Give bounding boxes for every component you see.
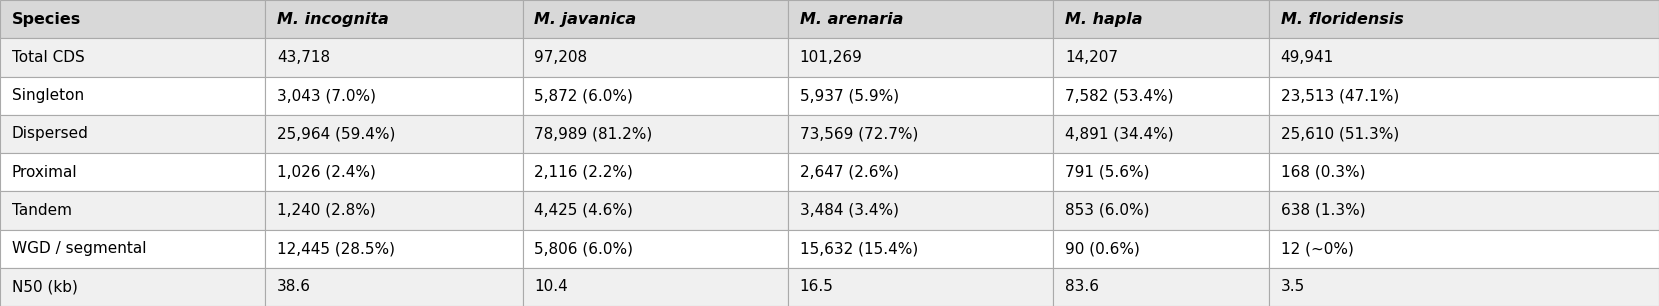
Text: 4,891 (34.4%): 4,891 (34.4%) xyxy=(1065,126,1173,141)
Bar xyxy=(265,191,523,230)
Bar xyxy=(1269,191,1659,230)
Bar xyxy=(1053,268,1269,306)
Bar xyxy=(788,153,1053,191)
Text: 12 (~0%): 12 (~0%) xyxy=(1281,241,1354,256)
Text: N50 (kb): N50 (kb) xyxy=(12,279,78,294)
Text: WGD / segmental: WGD / segmental xyxy=(12,241,146,256)
Bar xyxy=(523,38,788,76)
Text: M. incognita: M. incognita xyxy=(277,12,388,27)
Text: Tandem: Tandem xyxy=(12,203,71,218)
Text: 10.4: 10.4 xyxy=(534,279,567,294)
Text: 1,026 (2.4%): 1,026 (2.4%) xyxy=(277,165,377,180)
Text: 7,582 (53.4%): 7,582 (53.4%) xyxy=(1065,88,1173,103)
Text: M. floridensis: M. floridensis xyxy=(1281,12,1404,27)
Text: Species: Species xyxy=(12,12,81,27)
Text: 49,941: 49,941 xyxy=(1281,50,1334,65)
Bar xyxy=(0,0,265,38)
Text: 4,425 (4.6%): 4,425 (4.6%) xyxy=(534,203,634,218)
Text: 25,610 (51.3%): 25,610 (51.3%) xyxy=(1281,126,1399,141)
Text: M. arenaria: M. arenaria xyxy=(800,12,902,27)
Bar xyxy=(265,76,523,115)
Bar xyxy=(788,115,1053,153)
Text: 5,872 (6.0%): 5,872 (6.0%) xyxy=(534,88,634,103)
Bar xyxy=(1053,76,1269,115)
Bar xyxy=(1053,191,1269,230)
Bar xyxy=(0,115,265,153)
Bar xyxy=(265,38,523,76)
Bar xyxy=(1053,230,1269,268)
Text: 15,632 (15.4%): 15,632 (15.4%) xyxy=(800,241,917,256)
Text: 83.6: 83.6 xyxy=(1065,279,1098,294)
Bar xyxy=(523,191,788,230)
Bar xyxy=(523,153,788,191)
Bar xyxy=(1269,76,1659,115)
Text: 5,937 (5.9%): 5,937 (5.9%) xyxy=(800,88,899,103)
Text: 2,647 (2.6%): 2,647 (2.6%) xyxy=(800,165,899,180)
Text: 12,445 (28.5%): 12,445 (28.5%) xyxy=(277,241,395,256)
Bar xyxy=(265,230,523,268)
Bar xyxy=(788,191,1053,230)
Bar xyxy=(1269,268,1659,306)
Bar xyxy=(0,153,265,191)
Bar xyxy=(0,38,265,76)
Text: Total CDS: Total CDS xyxy=(12,50,85,65)
Text: Dispersed: Dispersed xyxy=(12,126,88,141)
Text: 101,269: 101,269 xyxy=(800,50,863,65)
Bar xyxy=(1053,0,1269,38)
Text: 25,964 (59.4%): 25,964 (59.4%) xyxy=(277,126,395,141)
Bar xyxy=(523,115,788,153)
Text: 73,569 (72.7%): 73,569 (72.7%) xyxy=(800,126,917,141)
Text: 97,208: 97,208 xyxy=(534,50,587,65)
Text: 43,718: 43,718 xyxy=(277,50,330,65)
Text: Singleton: Singleton xyxy=(12,88,83,103)
Bar xyxy=(788,0,1053,38)
Text: 2,116 (2.2%): 2,116 (2.2%) xyxy=(534,165,634,180)
Text: 791 (5.6%): 791 (5.6%) xyxy=(1065,165,1150,180)
Text: 14,207: 14,207 xyxy=(1065,50,1118,65)
Bar xyxy=(1053,115,1269,153)
Bar xyxy=(1269,153,1659,191)
Bar xyxy=(265,268,523,306)
Text: 1,240 (2.8%): 1,240 (2.8%) xyxy=(277,203,377,218)
Bar xyxy=(1269,38,1659,76)
Text: 38.6: 38.6 xyxy=(277,279,310,294)
Text: 3,484 (3.4%): 3,484 (3.4%) xyxy=(800,203,899,218)
Bar xyxy=(1053,38,1269,76)
Bar xyxy=(788,38,1053,76)
Text: 16.5: 16.5 xyxy=(800,279,833,294)
Text: 3.5: 3.5 xyxy=(1281,279,1306,294)
Bar xyxy=(265,0,523,38)
Bar xyxy=(1269,115,1659,153)
Bar xyxy=(788,230,1053,268)
Bar xyxy=(788,76,1053,115)
Bar xyxy=(0,230,265,268)
Bar xyxy=(523,230,788,268)
Text: M. javanica: M. javanica xyxy=(534,12,637,27)
Bar xyxy=(0,191,265,230)
Bar xyxy=(523,76,788,115)
Bar xyxy=(1269,0,1659,38)
Text: 5,806 (6.0%): 5,806 (6.0%) xyxy=(534,241,634,256)
Text: 168 (0.3%): 168 (0.3%) xyxy=(1281,165,1365,180)
Bar xyxy=(265,153,523,191)
Text: 78,989 (81.2%): 78,989 (81.2%) xyxy=(534,126,652,141)
Text: 23,513 (47.1%): 23,513 (47.1%) xyxy=(1281,88,1399,103)
Text: 90 (0.6%): 90 (0.6%) xyxy=(1065,241,1140,256)
Text: 3,043 (7.0%): 3,043 (7.0%) xyxy=(277,88,377,103)
Text: 638 (1.3%): 638 (1.3%) xyxy=(1281,203,1365,218)
Bar xyxy=(523,0,788,38)
Text: Proximal: Proximal xyxy=(12,165,78,180)
Text: M. hapla: M. hapla xyxy=(1065,12,1143,27)
Bar xyxy=(1053,153,1269,191)
Bar xyxy=(265,115,523,153)
Bar xyxy=(788,268,1053,306)
Bar xyxy=(0,76,265,115)
Bar xyxy=(1269,230,1659,268)
Bar xyxy=(523,268,788,306)
Bar xyxy=(0,268,265,306)
Text: 853 (6.0%): 853 (6.0%) xyxy=(1065,203,1150,218)
